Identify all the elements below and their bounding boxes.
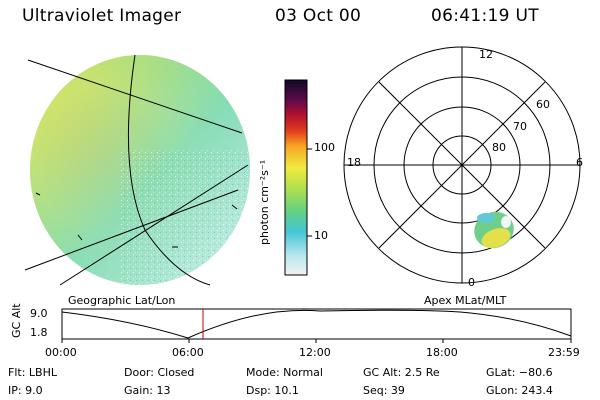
- alt-tick-high: 9.0: [30, 307, 48, 320]
- gc-alt-axis-label: GC Alt: [10, 303, 23, 338]
- lat-label-60: 60: [536, 98, 550, 111]
- alt-tick-low: 1.8: [30, 326, 48, 339]
- gain-info: Gain: 13: [124, 384, 171, 397]
- geographic-label: Geographic Lat/Lon: [68, 294, 176, 307]
- time-label: 06:41:19 UT: [431, 6, 539, 26]
- door-info: Door: Closed: [124, 366, 195, 379]
- time-tick-1800: 18:00: [426, 346, 458, 359]
- mlt-label-18: 18: [347, 156, 361, 169]
- seq-info: Seq: 39: [363, 384, 405, 397]
- colorbar-tick-100: 100: [314, 141, 335, 154]
- colorbar-tick-10: 10: [314, 229, 328, 242]
- gc-alt-info: GC Alt: 2.5 Re: [363, 366, 440, 379]
- time-tick-1200: 12:00: [299, 346, 331, 359]
- mlt-label-6: 6: [576, 156, 583, 169]
- dsp-info: Dsp: 10.1: [246, 384, 299, 397]
- mlt-label-12: 12: [479, 48, 493, 61]
- colorbar-unit-label: photon cm⁻²s⁻¹: [258, 159, 271, 245]
- filter-info: Flt: LBHL: [8, 366, 57, 379]
- time-tick-0000: 00:00: [45, 346, 77, 359]
- lat-label-80: 80: [492, 141, 506, 154]
- date-label: 03 Oct 00: [275, 6, 362, 26]
- imager-title: Ultraviolet Imager: [22, 6, 182, 26]
- glon-info: GLon: 243.4: [486, 384, 553, 397]
- time-tick-2359: 23:59: [548, 346, 580, 359]
- glat-info: GLat: −80.6: [486, 366, 553, 379]
- time-tick-0600: 06:00: [172, 346, 204, 359]
- apex-label: Apex MLat/MLT: [424, 294, 507, 307]
- lat-label-70: 70: [513, 120, 527, 133]
- mode-info: Mode: Normal: [246, 366, 323, 379]
- ip-info: IP: 9.0: [8, 384, 43, 397]
- mlt-label-0: 0: [468, 276, 475, 289]
